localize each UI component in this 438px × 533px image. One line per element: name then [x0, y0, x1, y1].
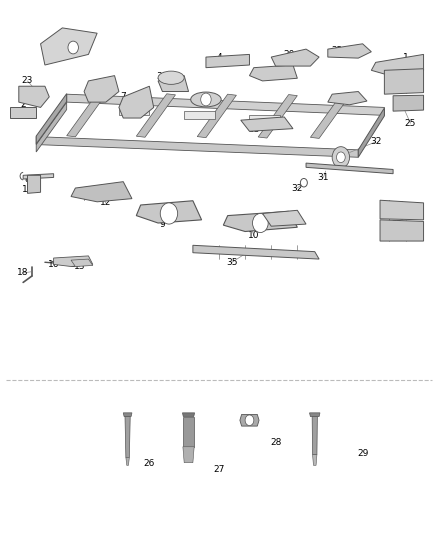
- Polygon shape: [312, 417, 318, 455]
- Text: 20: 20: [283, 50, 294, 59]
- Polygon shape: [240, 415, 259, 426]
- Ellipse shape: [158, 71, 184, 84]
- Polygon shape: [250, 65, 297, 81]
- Polygon shape: [119, 86, 154, 118]
- FancyBboxPatch shape: [119, 108, 149, 115]
- Circle shape: [201, 93, 211, 106]
- Polygon shape: [385, 69, 424, 94]
- Circle shape: [253, 214, 268, 232]
- Polygon shape: [223, 212, 297, 231]
- Text: 25: 25: [405, 119, 416, 128]
- Text: 2: 2: [20, 100, 26, 109]
- Text: 7: 7: [120, 92, 126, 101]
- Text: 11: 11: [270, 222, 281, 231]
- Text: 32: 32: [292, 183, 303, 192]
- Polygon shape: [19, 86, 49, 108]
- Text: 17: 17: [70, 261, 81, 269]
- Polygon shape: [241, 117, 293, 131]
- Polygon shape: [84, 76, 119, 102]
- Polygon shape: [36, 102, 67, 152]
- Polygon shape: [71, 182, 132, 202]
- Text: 26: 26: [144, 459, 155, 469]
- Polygon shape: [311, 95, 350, 139]
- Polygon shape: [123, 413, 132, 417]
- Polygon shape: [36, 94, 67, 144]
- Text: 3: 3: [94, 79, 100, 88]
- Text: 29: 29: [357, 449, 368, 458]
- Polygon shape: [328, 44, 371, 58]
- Text: 12: 12: [100, 198, 112, 207]
- Circle shape: [160, 203, 178, 224]
- Text: 6: 6: [390, 212, 396, 221]
- Polygon shape: [371, 54, 424, 74]
- Polygon shape: [23, 174, 53, 179]
- Text: 35: 35: [226, 258, 238, 266]
- Polygon shape: [136, 94, 176, 138]
- Text: 21: 21: [392, 220, 403, 229]
- Polygon shape: [71, 259, 93, 266]
- Polygon shape: [262, 211, 306, 226]
- Polygon shape: [183, 417, 194, 447]
- Polygon shape: [310, 413, 320, 417]
- Text: 24: 24: [200, 99, 212, 108]
- FancyBboxPatch shape: [250, 115, 280, 123]
- FancyBboxPatch shape: [184, 111, 215, 119]
- Text: 9: 9: [159, 220, 165, 229]
- Text: 32: 32: [370, 138, 381, 147]
- Polygon shape: [313, 455, 317, 465]
- Text: 31: 31: [318, 173, 329, 182]
- Text: 22: 22: [331, 46, 342, 55]
- Text: 27: 27: [213, 465, 225, 473]
- Polygon shape: [380, 220, 424, 241]
- Text: 23: 23: [22, 76, 33, 85]
- Polygon shape: [183, 447, 194, 463]
- Text: 5: 5: [260, 71, 265, 80]
- Text: 8: 8: [25, 174, 30, 183]
- Polygon shape: [328, 92, 367, 105]
- Polygon shape: [158, 76, 188, 92]
- Polygon shape: [136, 201, 201, 223]
- Text: 14: 14: [409, 74, 420, 83]
- Circle shape: [332, 147, 350, 168]
- Polygon shape: [258, 94, 297, 138]
- Text: 19: 19: [65, 46, 77, 55]
- Text: 1: 1: [403, 53, 409, 62]
- Polygon shape: [126, 457, 129, 465]
- Polygon shape: [197, 94, 237, 138]
- Circle shape: [300, 179, 307, 187]
- Polygon shape: [36, 136, 358, 157]
- Polygon shape: [206, 54, 250, 68]
- Polygon shape: [271, 49, 319, 66]
- Polygon shape: [28, 175, 41, 193]
- Text: 30: 30: [157, 72, 168, 81]
- Polygon shape: [53, 256, 93, 266]
- Text: 28: 28: [270, 438, 281, 447]
- Text: 10: 10: [248, 231, 260, 240]
- Polygon shape: [67, 93, 106, 137]
- Text: 15: 15: [22, 185, 33, 194]
- Circle shape: [68, 41, 78, 54]
- Polygon shape: [41, 28, 97, 65]
- Polygon shape: [193, 245, 319, 259]
- Text: 4: 4: [216, 53, 222, 62]
- Text: 33: 33: [248, 125, 260, 134]
- Polygon shape: [306, 163, 393, 174]
- Polygon shape: [10, 108, 36, 118]
- Text: 18: 18: [18, 268, 29, 277]
- Polygon shape: [125, 417, 130, 457]
- Polygon shape: [183, 413, 194, 417]
- Polygon shape: [380, 200, 424, 220]
- Text: 13: 13: [74, 262, 85, 271]
- Polygon shape: [67, 94, 385, 115]
- Polygon shape: [393, 95, 424, 111]
- Text: 34: 34: [348, 93, 360, 102]
- Text: 16: 16: [48, 261, 60, 269]
- Polygon shape: [358, 108, 385, 157]
- Circle shape: [245, 415, 254, 425]
- Circle shape: [336, 152, 345, 163]
- Ellipse shape: [191, 92, 221, 107]
